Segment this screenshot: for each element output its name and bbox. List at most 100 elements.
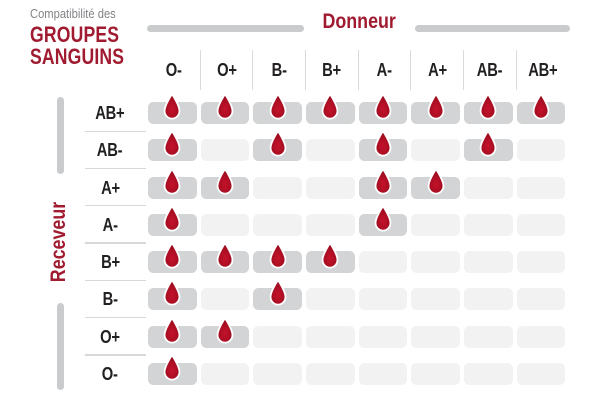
incompatible-cell	[358, 363, 408, 386]
incompatible-cell	[411, 363, 461, 386]
incompatible-cell	[306, 325, 355, 348]
blood-drop-icon	[321, 242, 339, 269]
table-row: B+	[85, 242, 570, 285]
incompatible-cell	[464, 176, 513, 199]
blood-drop-icon	[374, 205, 392, 232]
incompatible-cell	[253, 213, 302, 236]
donor-axis-label: Donneur	[322, 10, 396, 33]
compatible-cell	[411, 93, 461, 124]
incompatible-cell	[358, 288, 408, 311]
blood-drop-icon	[269, 279, 287, 306]
blood-drop-icon	[216, 316, 234, 344]
blood-drop-icon	[374, 130, 392, 157]
donor-col-header: B+	[306, 50, 359, 90]
blood-drop-icon	[269, 242, 287, 269]
receiver-row-label: B-	[102, 289, 118, 310]
receiver-axis-label: Receveur	[47, 201, 70, 283]
blood-drop-icon	[216, 93, 234, 120]
receiver-row-label: O-	[102, 364, 118, 385]
title-eyebrow: Compatibilité des	[30, 6, 116, 21]
incompatible-cell	[306, 288, 355, 311]
compatible-cell	[306, 93, 355, 124]
incompatible-cell	[200, 288, 250, 311]
incompatible-cell	[306, 213, 355, 236]
incompatible-cell	[358, 325, 408, 348]
title-line1: GROUPES	[30, 22, 120, 47]
incompatible-cell	[411, 325, 461, 348]
receiver-row-label: A-	[102, 214, 118, 235]
receiver-axis-bar-bottom	[57, 303, 64, 390]
blood-drop-icon	[269, 130, 287, 157]
compatibility-grid: AB+ AB- A+	[85, 93, 570, 397]
incompatible-cell	[200, 139, 250, 162]
receiver-row-label: O+	[100, 326, 120, 347]
incompatible-cell	[200, 213, 250, 236]
compatible-cell	[148, 93, 197, 124]
receiver-row-label: AB+	[95, 103, 125, 123]
compatible-cell	[148, 242, 197, 274]
compatible-cell	[253, 130, 302, 162]
compatible-cell	[148, 354, 197, 386]
compatible-cell	[148, 316, 197, 348]
table-row: A+	[85, 167, 570, 211]
incompatible-cell	[411, 213, 461, 236]
receiver-row-label: A+	[100, 177, 120, 198]
incompatible-cell	[411, 251, 461, 274]
compatible-cell	[253, 93, 302, 124]
donor-col-header: AB-	[464, 50, 517, 90]
table-row: A-	[85, 205, 570, 248]
incompatible-cell	[200, 363, 250, 386]
compatible-cell	[464, 130, 513, 162]
incompatible-cell	[516, 176, 566, 199]
blood-drop-icon	[427, 93, 445, 120]
blood-drop-icon	[269, 93, 287, 120]
blood-drop-icon	[163, 167, 181, 195]
donor-col-header: B-	[253, 50, 307, 90]
compatible-cell	[464, 93, 513, 124]
donor-col-header: O-	[148, 50, 201, 90]
table-row: AB+	[85, 93, 570, 136]
donor-col-header: A-	[359, 50, 412, 90]
incompatible-cell	[253, 325, 302, 348]
compatible-cell	[516, 93, 566, 124]
blood-drop-icon	[532, 93, 550, 120]
incompatible-cell	[306, 176, 355, 199]
blood-drop-icon	[163, 93, 181, 120]
blood-drop-icon	[163, 130, 181, 157]
compatible-cell	[306, 242, 355, 274]
blood-drop-icon	[163, 242, 181, 269]
compatible-cell	[358, 167, 408, 199]
blood-drop-icon	[427, 167, 445, 195]
donor-col-header: A+	[411, 50, 465, 90]
incompatible-cell	[411, 288, 461, 311]
incompatible-cell	[306, 139, 355, 162]
title-line2: SANGUINS	[30, 43, 125, 69]
receiver-row-label: AB-	[97, 140, 123, 161]
donor-column-headers: O- O+ B- B+ A- A+ AB- AB+	[148, 50, 570, 90]
incompatible-cell	[464, 251, 513, 274]
compatible-cell	[148, 130, 197, 162]
incompatible-cell	[464, 363, 513, 386]
compatible-cell	[200, 167, 250, 199]
incompatible-cell	[306, 363, 355, 386]
blood-drop-icon	[216, 242, 234, 269]
blood-drop-icon	[480, 130, 497, 157]
blood-drop-icon	[163, 316, 181, 344]
incompatible-cell	[464, 325, 513, 348]
donor-axis-bar-right	[415, 25, 570, 32]
incompatible-cell	[253, 363, 302, 386]
incompatible-cell	[516, 213, 566, 236]
page-title: Compatibilité des GROUPES SANGUINS	[30, 6, 148, 67]
compatible-cell	[411, 167, 461, 199]
blood-drop-icon	[163, 354, 181, 381]
incompatible-cell	[411, 139, 461, 162]
donor-axis-bar-left	[147, 25, 304, 32]
receiver-axis-bar-top	[57, 97, 64, 174]
incompatible-cell	[358, 251, 408, 274]
blood-drop-icon	[374, 167, 392, 195]
incompatible-cell	[253, 176, 302, 199]
table-row: O+	[85, 316, 570, 360]
blood-drop-icon	[321, 93, 339, 120]
blood-drop-icon	[480, 93, 497, 120]
